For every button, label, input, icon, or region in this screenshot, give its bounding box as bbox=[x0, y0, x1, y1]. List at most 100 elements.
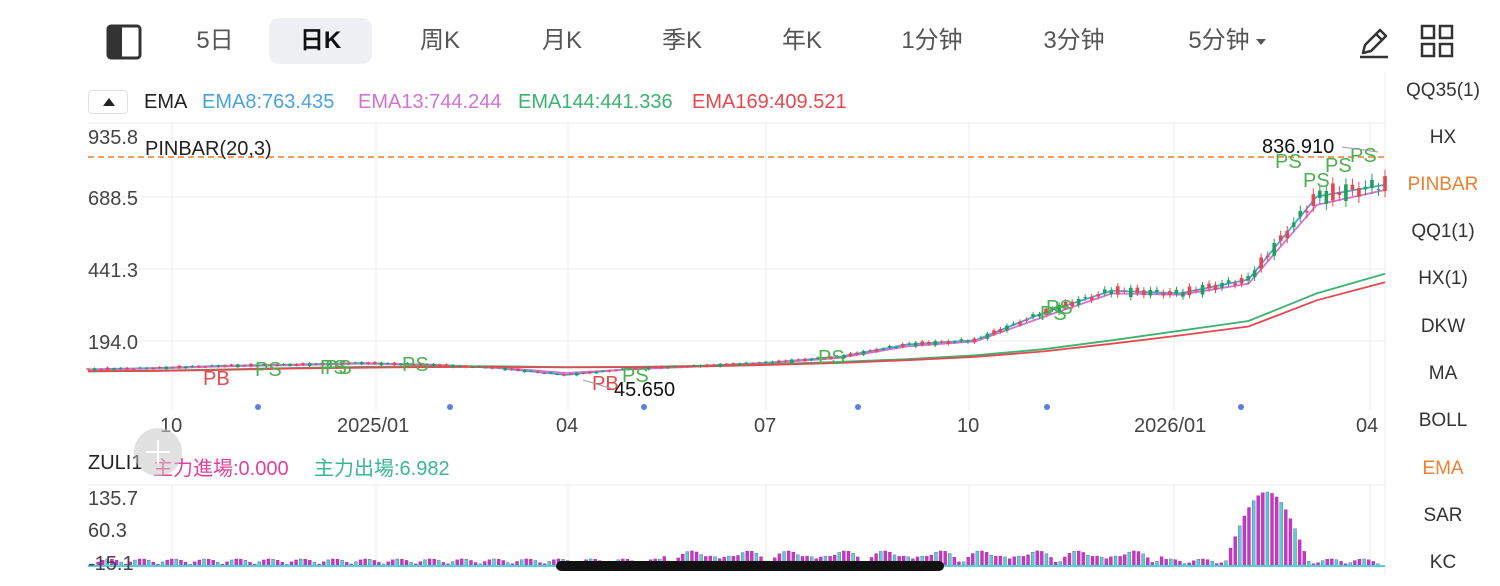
collapse-indicator-button[interactable] bbox=[88, 90, 128, 114]
candle-body bbox=[1161, 292, 1166, 296]
candle-body bbox=[1350, 184, 1355, 190]
indicator-hx[interactable]: HX bbox=[1429, 127, 1457, 148]
indicator-pinbar[interactable]: PINBAR bbox=[1407, 174, 1479, 195]
tab-3min[interactable]: 3分钟 bbox=[1043, 27, 1105, 54]
candle-body bbox=[796, 359, 801, 361]
candle-body bbox=[112, 368, 116, 371]
signal-label-ps: PS bbox=[818, 347, 845, 369]
indicator-dkw[interactable]: DKW bbox=[1420, 316, 1466, 337]
candle-body bbox=[1265, 255, 1270, 258]
candle-body bbox=[1122, 290, 1127, 292]
candle-body bbox=[783, 360, 788, 362]
candle-body bbox=[1337, 192, 1342, 196]
ema-indicator-name[interactable]: EMA bbox=[144, 91, 188, 113]
zuli-outflow-value: 主力出場:6.982 bbox=[314, 458, 450, 480]
candle-body bbox=[535, 371, 540, 373]
pinbar-label: PINBAR(20,3) bbox=[145, 138, 272, 160]
candle-body bbox=[764, 361, 768, 363]
zuli-bar bbox=[1164, 559, 1168, 567]
candle-body bbox=[183, 366, 188, 369]
candle-body bbox=[1291, 222, 1296, 228]
candle-body bbox=[425, 364, 429, 366]
event-marker-dot bbox=[855, 404, 861, 410]
indicator-boll[interactable]: BOLL bbox=[1418, 410, 1468, 431]
candle-body bbox=[1233, 283, 1237, 286]
tab-monthly-k[interactable]: 月K bbox=[541, 27, 582, 54]
y-tick-935: 935.8 bbox=[88, 127, 138, 149]
candle-body bbox=[1044, 308, 1048, 315]
zuli-bar bbox=[174, 558, 179, 567]
indicator-hx1[interactable]: HX(1) bbox=[1418, 268, 1468, 289]
zuli-indicator-name[interactable]: ZULI1 bbox=[88, 452, 143, 474]
sidebar-toggle-icon[interactable] bbox=[106, 24, 142, 60]
ema-lines bbox=[87, 183, 1386, 376]
candle-body bbox=[1370, 179, 1374, 188]
zuli-bar bbox=[266, 558, 271, 567]
candle-body bbox=[900, 343, 905, 347]
candle-body bbox=[1246, 276, 1250, 281]
zuli-bar bbox=[1007, 558, 1012, 567]
candle-body bbox=[451, 364, 455, 368]
candle-body bbox=[614, 370, 618, 372]
candle-body bbox=[627, 368, 631, 370]
candle-body bbox=[737, 363, 742, 366]
zuli-bar bbox=[1067, 553, 1072, 567]
candle-body bbox=[1129, 287, 1133, 298]
candle-body bbox=[105, 367, 110, 370]
event-marker-dot bbox=[1044, 404, 1050, 410]
pencil-icon[interactable] bbox=[1356, 24, 1392, 60]
candle-body bbox=[555, 373, 560, 375]
indicator-qq35[interactable]: QQ35(1) bbox=[1406, 80, 1480, 101]
candle-body bbox=[405, 362, 410, 365]
zuli-histogram bbox=[88, 491, 1385, 567]
indicator-ema[interactable]: EMA bbox=[1422, 458, 1464, 479]
candle-body bbox=[985, 333, 990, 339]
zuli-bar bbox=[1072, 551, 1076, 567]
zuli-bar bbox=[1003, 556, 1007, 567]
grid-icon[interactable] bbox=[1420, 24, 1454, 58]
candle-body bbox=[131, 368, 136, 370]
tab-5min-dropdown[interactable]: 5分钟 bbox=[1172, 18, 1282, 64]
zuli-bar bbox=[980, 550, 984, 567]
candle-body bbox=[790, 359, 794, 363]
candle-body bbox=[816, 357, 820, 359]
tab-quarterly-k[interactable]: 季K bbox=[661, 27, 702, 54]
candle-body bbox=[177, 365, 182, 369]
x-tick-10b: 10 bbox=[957, 415, 979, 437]
candle-body bbox=[307, 363, 312, 366]
candle-body bbox=[966, 341, 970, 343]
zuli-bar bbox=[363, 558, 367, 567]
zuli-bar bbox=[400, 559, 404, 567]
candle-body bbox=[835, 356, 840, 358]
candle-body bbox=[438, 364, 442, 366]
tab-yearly-k[interactable]: 年K bbox=[781, 27, 822, 54]
candle-body bbox=[998, 328, 1003, 332]
candle-body bbox=[281, 364, 286, 366]
candle-body bbox=[685, 366, 690, 368]
candle-body bbox=[829, 356, 833, 359]
tab-daily-k[interactable]: 日K bbox=[269, 18, 372, 64]
indicator-kc[interactable]: KC bbox=[1429, 552, 1457, 573]
candle-body bbox=[138, 367, 142, 369]
candle-body bbox=[933, 341, 938, 346]
indicator-ma[interactable]: MA bbox=[1428, 363, 1458, 384]
tab-1min[interactable]: 1分钟 bbox=[901, 27, 963, 54]
home-indicator[interactable] bbox=[556, 561, 944, 571]
zuli-bar bbox=[1302, 551, 1306, 567]
candle-body bbox=[1057, 304, 1061, 313]
candle-body bbox=[412, 364, 416, 366]
tab-weekly-k[interactable]: 周K bbox=[419, 27, 460, 54]
indicator-sar[interactable]: SAR bbox=[1423, 505, 1463, 526]
zuli-bar bbox=[1201, 558, 1205, 567]
zuli-bar bbox=[170, 558, 174, 567]
zuli-bar bbox=[524, 558, 528, 567]
candle-body bbox=[1181, 291, 1185, 297]
zuli-bar bbox=[1284, 509, 1288, 567]
candle-body bbox=[731, 363, 736, 366]
add-indicator-button[interactable] bbox=[134, 428, 182, 476]
indicator-qq1[interactable]: QQ1(1) bbox=[1411, 221, 1475, 242]
candle-body bbox=[242, 365, 247, 367]
candle-body bbox=[757, 362, 762, 364]
tab-5day[interactable]: 5日 bbox=[196, 27, 234, 54]
